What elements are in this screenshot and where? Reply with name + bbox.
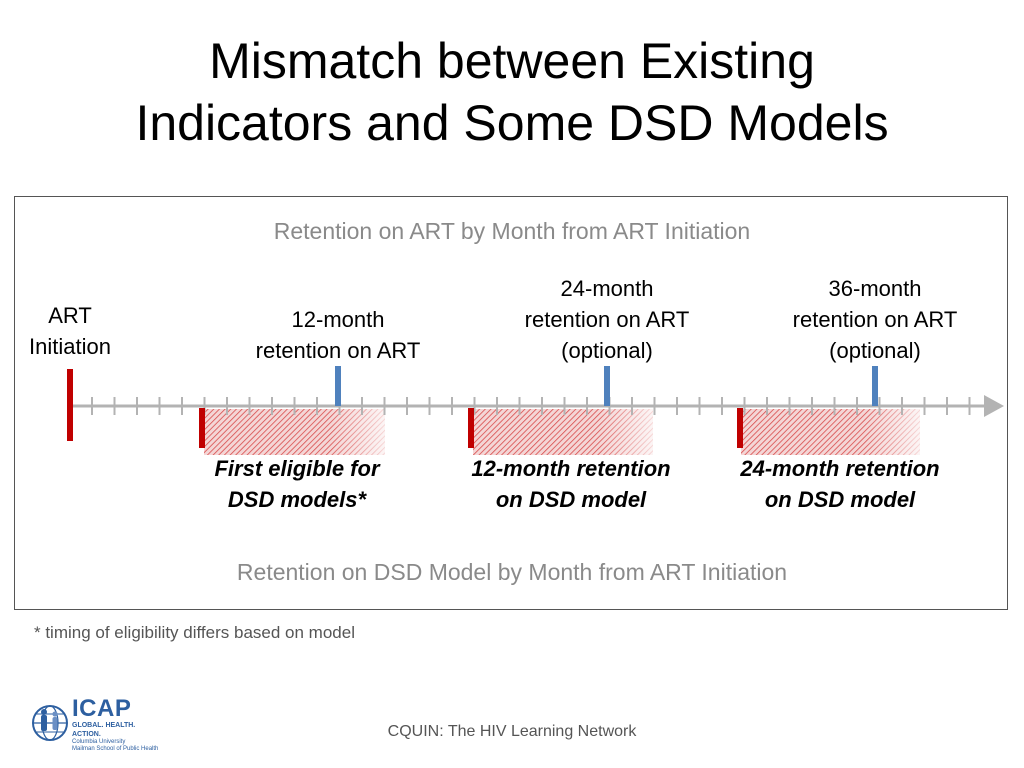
bottom-caption: Retention on DSD Model by Month from ART… xyxy=(236,559,788,585)
top-caption: Retention on ART by Month from ART Initi… xyxy=(273,218,751,244)
dsd-period-bar-fade xyxy=(204,409,385,455)
label-line: on DSD model xyxy=(764,487,916,512)
label-line: on DSD model xyxy=(495,487,647,512)
art-initiation-label: ART Initiation xyxy=(10,300,130,362)
art-retention-marker xyxy=(872,366,878,406)
label-line: retention on ART xyxy=(792,307,958,332)
dsd-first-eligible-label: First eligible for DSD models* xyxy=(182,453,412,515)
logo-name: ICAP xyxy=(72,695,132,722)
dsd-start-marker xyxy=(199,408,205,448)
logo-sub-line: Mailman School of Public Health xyxy=(72,746,159,752)
slide-title: Mismatch between Existing Indicators and… xyxy=(0,30,1024,154)
title-line-1: Mismatch between Existing xyxy=(209,33,815,89)
logo-sub-line: Columbia University xyxy=(72,739,126,745)
dsd-start-marker xyxy=(737,408,743,448)
label-line: 12-month xyxy=(291,307,385,332)
label-line: ART xyxy=(48,303,92,328)
label-line: retention on ART xyxy=(255,338,421,363)
timeline-markers xyxy=(67,366,878,448)
timeline-arrowhead xyxy=(984,395,1004,417)
dsd-start-marker xyxy=(468,408,474,448)
label-line: retention on ART xyxy=(524,307,690,332)
label-line: Initiation xyxy=(29,334,111,359)
art-retention-marker xyxy=(604,366,610,406)
label-line: 24-month retention xyxy=(740,456,940,481)
dsd-period-bar-fade xyxy=(741,409,920,455)
label-line: (optional) xyxy=(561,338,653,363)
logo-text: ICAP GLOBAL. HEALTH. ACTION. Columbia Un… xyxy=(72,697,160,753)
icap-logo: ICAP GLOBAL. HEALTH. ACTION. Columbia Un… xyxy=(30,695,160,753)
footer-text: CQUIN: The HIV Learning Network xyxy=(387,723,637,740)
dsd-hatched-bars xyxy=(204,409,920,455)
title-line-2: Indicators and Some DSD Models xyxy=(135,95,889,151)
logo-tagline: GLOBAL. HEALTH. ACTION. xyxy=(72,722,136,738)
label-line: 36-month xyxy=(828,276,922,301)
art-initiation-marker xyxy=(67,369,73,441)
globe-figures-icon xyxy=(32,705,68,741)
label-line: DSD models* xyxy=(227,487,367,512)
art-12-month-label: 12-month retention on ART xyxy=(228,304,448,366)
dsd-period-bar-fade xyxy=(473,409,653,455)
diagram-frame xyxy=(14,196,1008,610)
art-24-month-label: 24-month retention on ART (optional) xyxy=(497,273,717,366)
art-36-month-label: 36-month retention on ART (optional) xyxy=(765,273,985,366)
dsd-12-month-label: 12-month retention on DSD model xyxy=(446,453,696,515)
label-line: 24-month xyxy=(560,276,654,301)
label-line: 12-month retention xyxy=(471,456,671,481)
footnote: * timing of eligibility differs based on… xyxy=(34,623,355,642)
label-line: First eligible for xyxy=(214,456,380,481)
label-line: (optional) xyxy=(829,338,921,363)
art-retention-marker xyxy=(335,366,341,406)
dsd-24-month-label: 24-month retention on DSD model xyxy=(715,453,965,515)
